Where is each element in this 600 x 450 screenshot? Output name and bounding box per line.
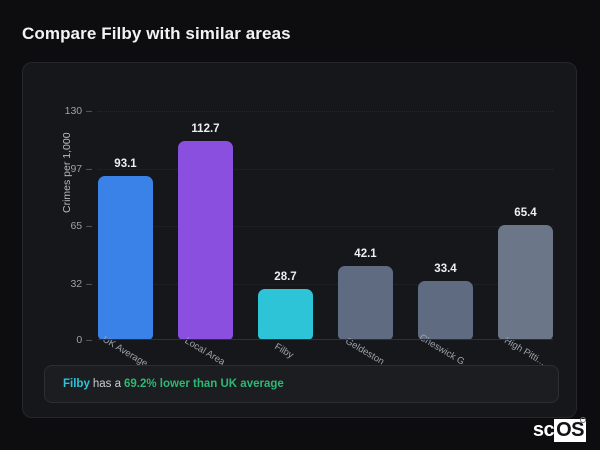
bar-item[interactable]: 33.4 Cheswick G... xyxy=(417,111,473,372)
x-axis-category-label: Geldeston xyxy=(342,335,386,368)
gridline xyxy=(98,225,553,227)
bar[interactable] xyxy=(498,224,553,340)
bar-value-label: 33.4 xyxy=(434,263,457,276)
gridline xyxy=(98,169,553,171)
x-axis-category-label: Filby xyxy=(271,341,295,362)
bar-value-label: 65.4 xyxy=(514,206,537,219)
y-axis-tick-label: 65– xyxy=(70,219,92,232)
y-axis-tick-label: 0– xyxy=(76,334,92,346)
bar-item[interactable]: 28.7 Filby xyxy=(258,111,313,361)
page-title: Compare Filby with similar areas xyxy=(22,24,291,43)
insight-statistic: 69.2% lower than UK average xyxy=(123,378,284,390)
gridline xyxy=(98,283,553,285)
logo-text-os: OS xyxy=(554,419,586,442)
chart-card: Crimes per 1,000 0–32–65–97–130– 93.1 UK … xyxy=(22,62,577,418)
logo-text-sc: sc xyxy=(532,419,555,441)
bar-chart-plot: 0– 32– 65– 97– 130– 93.1 UK Average 112.7 Local… xyxy=(65,105,553,372)
bar-value-label: 28.7 xyxy=(274,271,297,284)
bar-value-label: 93.1 xyxy=(114,158,137,171)
bar[interactable] xyxy=(258,289,313,340)
bar[interactable] xyxy=(98,176,153,340)
gridline xyxy=(98,111,553,112)
insight-area-name: Filby xyxy=(63,378,90,390)
x-axis-baseline xyxy=(98,339,553,340)
x-axis-category-label: High Pitti... xyxy=(501,335,547,369)
bar-item[interactable]: 65.4 High Pitti... xyxy=(498,111,553,368)
y-axis-tick-label: 130– xyxy=(64,105,92,117)
y-axis-tick-label: 97– xyxy=(70,163,92,176)
bar-value-label: 42.1 xyxy=(354,247,377,260)
insight-middle-text: has a xyxy=(92,378,121,390)
y-axis-tick-label: 32– xyxy=(70,277,92,290)
insight-banner: Filby has a 69.2% lower than UK average xyxy=(44,365,559,403)
bar[interactable] xyxy=(178,141,233,340)
bar-item[interactable]: 93.1 UK Average xyxy=(98,111,153,369)
x-axis-category-label: Local Area xyxy=(182,335,227,368)
registered-mark-icon xyxy=(580,417,586,423)
bar-item[interactable]: 112.7 Local Area xyxy=(178,111,233,368)
bar-value-label: 112.7 xyxy=(191,123,220,136)
bar[interactable] xyxy=(418,281,473,340)
bar-item[interactable]: 42.1 Geldeston xyxy=(338,111,393,367)
scos-logo: sc OS xyxy=(532,417,586,442)
bar[interactable] xyxy=(338,265,393,340)
